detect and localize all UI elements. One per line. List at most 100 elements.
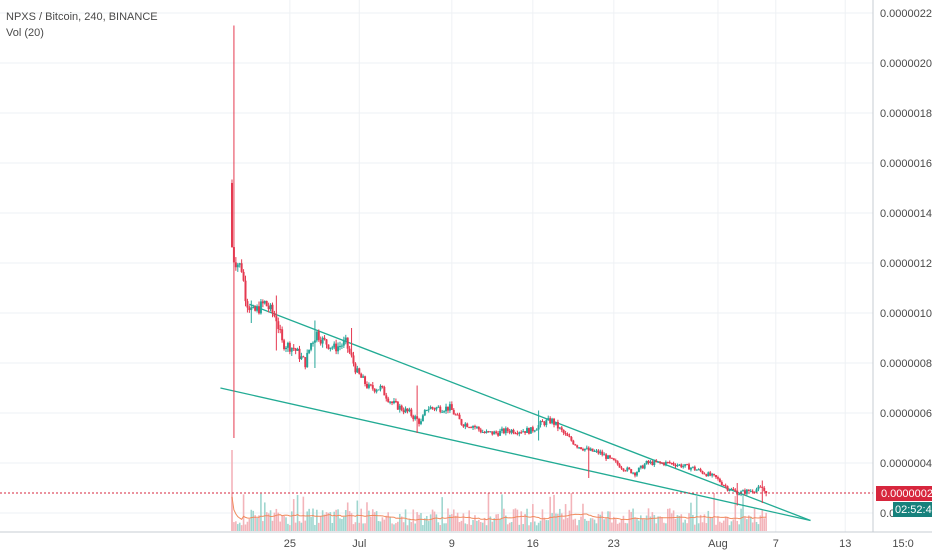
candle-body [325,339,328,345]
volume-bar [516,509,519,531]
volume-bar [346,502,349,531]
volume-bar [472,520,474,531]
volume-bar [236,524,239,531]
candle-body [491,431,494,435]
volume-bar [578,519,580,531]
candle-body [398,405,401,410]
candle-body [329,347,332,349]
candle-body [356,368,359,373]
candle-body [423,410,426,416]
candle-body [460,419,463,425]
volume-bar [418,514,420,531]
volume-bar [279,521,282,531]
candle-body [603,454,606,456]
candle-body [616,461,619,465]
candle-body [554,421,557,425]
volume-bar [269,510,272,531]
volume-bar [603,519,605,531]
volume-bar [443,523,445,531]
volume-bar [632,508,634,531]
volume-bar [368,510,370,531]
volume-bar [464,523,467,531]
candle-body [651,461,654,466]
candle-body [682,466,685,468]
candle-body [635,472,638,476]
candle-body [711,473,714,476]
candle-body [643,464,646,469]
candle-body [358,368,361,374]
candle-body [248,307,251,311]
candle-body [556,421,559,429]
candle-body [520,432,523,434]
candle-body [257,306,260,314]
candle-body [485,431,488,434]
volume-bar [298,521,301,531]
price-axis-bg[interactable] [873,0,932,550]
candle-body [288,342,291,352]
volume-bar [289,525,291,531]
volume-bar [607,511,609,531]
volume-bar [707,510,710,531]
candle-body [396,401,399,410]
volume-bar [387,512,389,531]
time-axis-bg[interactable] [0,532,873,550]
candle-body [531,427,534,432]
volume-bar [235,521,237,531]
volume-bar [564,504,567,531]
candle-body [294,348,297,351]
volume-bar [641,518,644,531]
candle-body [458,414,461,420]
volume-bar [302,496,305,531]
candle-body [634,472,637,476]
candle-body [252,306,255,308]
volume-bar [439,525,442,531]
candle-body [435,407,438,410]
volume-bar [290,511,293,531]
candle-body [354,363,357,373]
volume-bar [703,514,706,531]
volume-bar [343,516,345,531]
volume-bar [501,494,503,531]
candle-body [246,301,249,308]
volume-bar [366,502,368,531]
volume-bar [491,521,494,531]
symbol-title[interactable]: NPXS / Bitcoin, 240, BINANCE [6,11,158,23]
candle-body [678,464,681,466]
volume-bar [416,512,418,531]
candle-body [705,474,708,477]
candle-body [755,489,758,493]
volume-bar [734,496,737,531]
candle-body [659,461,662,463]
volume-bar [231,450,233,531]
price-tick-label: 0.0 [880,508,895,520]
volume-bar [481,522,484,531]
time-tick-label: 13 [839,538,851,550]
candle-body [437,406,440,408]
volume-bar [553,494,555,531]
candle-body [290,347,293,352]
candle-body [595,450,598,452]
candle-body [502,428,505,434]
volume-bar [547,520,550,531]
candle-body [315,331,318,341]
candle-body [506,428,509,432]
volume-indicator-title[interactable]: Vol (20) [6,27,44,39]
volume-bar [663,522,665,531]
candle-body [734,489,737,491]
volume-bar [462,513,465,531]
volume-bar [383,519,386,531]
candle-body [526,428,529,433]
volume-bar [429,514,432,531]
volume-bar [678,515,681,531]
candle-body [601,451,604,455]
volume-bar [406,525,409,531]
candle-body [412,415,415,420]
candle-body [445,406,448,412]
candle-body [566,433,569,436]
volume-bar [479,521,482,531]
candle-body [360,373,363,378]
candle-body [479,429,482,433]
